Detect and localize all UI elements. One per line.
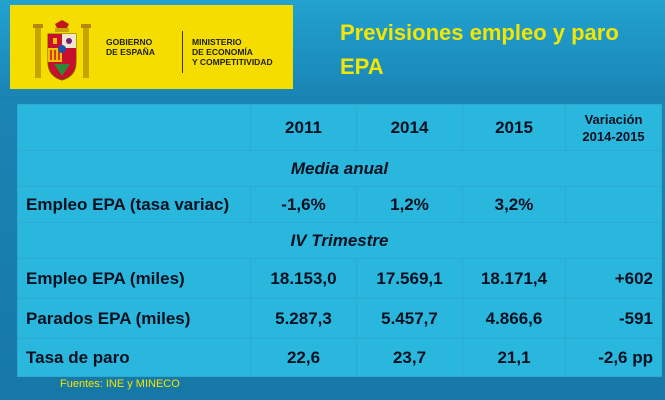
cell-variation: +602 bbox=[565, 258, 662, 299]
header-cell-empty bbox=[17, 104, 251, 151]
cell-variation: -2,6 pp bbox=[565, 338, 662, 377]
coat-of-arms-icon bbox=[33, 20, 91, 81]
logo-divider bbox=[182, 31, 183, 73]
cell-variation bbox=[565, 186, 662, 223]
header-row: 2011 2014 2015 Variación 2014-2015 bbox=[17, 104, 662, 151]
slide-title: Previsiones empleo y paro EPA bbox=[340, 20, 619, 79]
cell-2014: 1,2% bbox=[356, 186, 463, 223]
header-cell-2015: 2015 bbox=[462, 104, 566, 151]
row-label: Empleo EPA (miles) bbox=[17, 258, 251, 299]
forecast-table: 2011 2014 2015 Variación 2014-2015 Media… bbox=[17, 104, 662, 377]
cell-2011: 22,6 bbox=[250, 338, 357, 377]
table-row: Parados EPA (miles) 5.287,3 5.457,7 4.86… bbox=[17, 298, 662, 339]
cell-2014: 5.457,7 bbox=[356, 298, 463, 339]
row-label: Tasa de paro bbox=[17, 338, 251, 377]
cell-2011: 18.153,0 bbox=[250, 258, 357, 299]
cell-2015: 18.171,4 bbox=[462, 258, 566, 299]
cell-2014: 17.569,1 bbox=[356, 258, 463, 299]
cell-variation: -591 bbox=[565, 298, 662, 339]
cell-2015: 4.866,6 bbox=[462, 298, 566, 339]
cell-2015: 21,1 bbox=[462, 338, 566, 377]
row-label: Empleo EPA (tasa variac) bbox=[17, 186, 251, 223]
section-label: IV Trimestre bbox=[17, 222, 662, 259]
section-row-iv-trimestre: IV Trimestre bbox=[17, 222, 662, 259]
government-name: GOBIERNO DE ESPAÑA bbox=[106, 37, 155, 57]
cell-2014: 23,7 bbox=[356, 338, 463, 377]
header-cell-2014: 2014 bbox=[356, 104, 463, 151]
cell-2011: 5.287,3 bbox=[250, 298, 357, 339]
table-row: Tasa de paro 22,6 23,7 21,1 -2,6 pp bbox=[17, 338, 662, 377]
cell-2015: 3,2% bbox=[462, 186, 566, 223]
header-cell-variation: Variación 2014-2015 bbox=[565, 104, 662, 151]
government-logo: GOBIERNO DE ESPAÑA MINISTERIO DE ECONOMÍ… bbox=[10, 5, 293, 89]
source-note: Fuentes: INE y MINECO bbox=[60, 378, 180, 390]
table-row: Empleo EPA (miles) 18.153,0 17.569,1 18.… bbox=[17, 258, 662, 299]
row-label: Parados EPA (miles) bbox=[17, 298, 251, 339]
ministry-name: MINISTERIO DE ECONOMÍA Y COMPETITIVIDAD bbox=[192, 37, 273, 67]
section-label: Media anual bbox=[17, 150, 662, 187]
cell-2011: -1,6% bbox=[250, 186, 357, 223]
table-row: Empleo EPA (tasa variac) -1,6% 1,2% 3,2% bbox=[17, 186, 662, 223]
section-row-media-anual: Media anual bbox=[17, 150, 662, 187]
header-cell-2011: 2011 bbox=[250, 104, 357, 151]
